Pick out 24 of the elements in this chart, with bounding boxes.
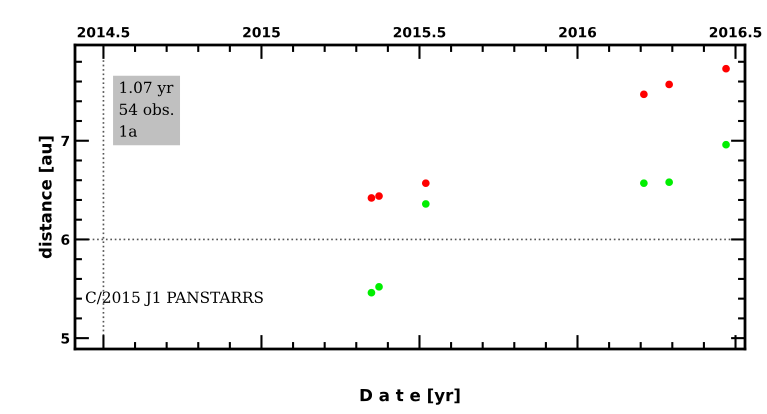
- x-tick-label: 2016: [559, 26, 596, 38]
- x-tick-label: 2015.5: [394, 26, 446, 38]
- point: [368, 194, 376, 202]
- point: [640, 90, 648, 98]
- point: [665, 80, 673, 88]
- point: [665, 178, 673, 186]
- y-tick-label: 5: [62, 333, 70, 344]
- y-tick-label: 7: [61, 136, 70, 146]
- point: [422, 179, 430, 187]
- x-tick-label: 2014.5: [78, 26, 130, 38]
- annotation: 1.07 yr 54 obs. 1a: [120, 82, 174, 137]
- point: [422, 200, 430, 208]
- x-tick-label: 2015: [243, 26, 280, 38]
- point: [375, 192, 383, 200]
- annotation: C/2015 J1 PANSTARRS: [86, 292, 263, 306]
- point: [375, 283, 383, 291]
- point: [722, 64, 730, 72]
- x-axis-title: D a t e [yr]: [360, 388, 460, 405]
- y-axis-title: distance [au]: [38, 136, 54, 258]
- point: [722, 140, 730, 148]
- point: [368, 288, 376, 297]
- point: [640, 179, 648, 187]
- x-tick-label: 2016.5: [710, 26, 762, 38]
- y-tick-label: 6: [61, 234, 70, 245]
